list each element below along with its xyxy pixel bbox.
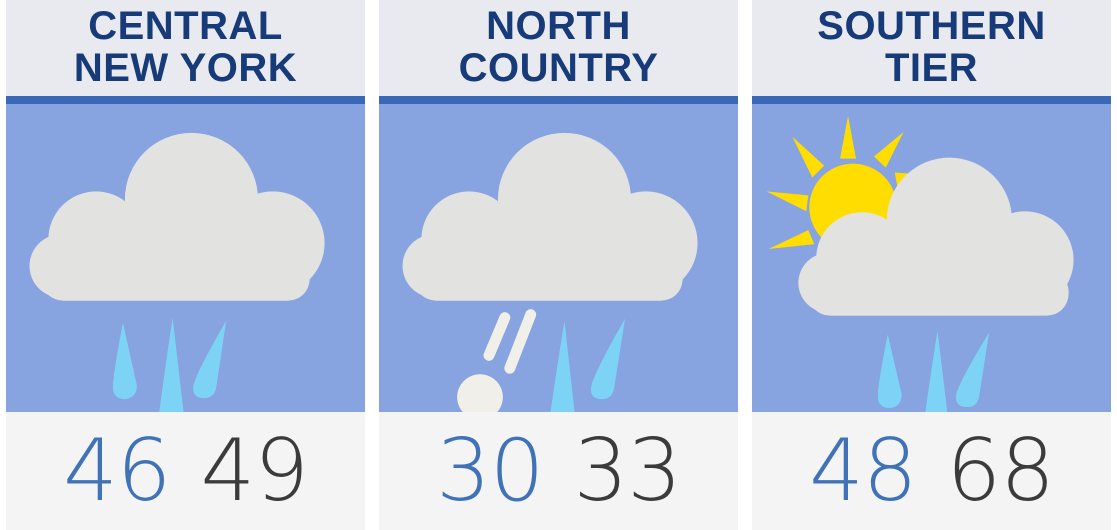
weather-icon-area bbox=[6, 104, 365, 412]
region-panel-southern-tier: SOUTHERN TIER bbox=[752, 0, 1111, 530]
header-divider-rule bbox=[752, 96, 1111, 104]
low-temperature: 30 bbox=[436, 421, 544, 521]
high-temperature: 49 bbox=[200, 421, 309, 521]
region-panel-central-new-york: CENTRAL NEW YORK bbox=[6, 0, 365, 530]
header-divider-rule bbox=[6, 96, 365, 104]
low-temperature: 48 bbox=[809, 421, 917, 521]
panel-header: CENTRAL NEW YORK bbox=[6, 0, 365, 96]
region-title-line-1: SOUTHERN bbox=[817, 4, 1046, 48]
rain-cloud-icon bbox=[6, 104, 365, 412]
region-panel-north-country: NORTH COUNTRY bbox=[379, 0, 738, 530]
temperature-strip: 46 49 bbox=[6, 412, 365, 530]
rain-and-sleet-cloud-icon bbox=[379, 104, 738, 412]
temperature-strip: 48 68 bbox=[752, 412, 1111, 530]
region-title-line-1: CENTRAL bbox=[88, 4, 283, 48]
panel-header: NORTH COUNTRY bbox=[379, 0, 738, 96]
temperature-strip: 30 33 bbox=[379, 412, 738, 530]
region-title-line-2: COUNTRY bbox=[458, 46, 659, 90]
region-title-line-2: TIER bbox=[884, 46, 979, 90]
panel-header: SOUTHERN TIER bbox=[752, 0, 1111, 96]
weather-icon-area bbox=[379, 104, 738, 412]
high-temperature: 68 bbox=[946, 421, 1055, 521]
high-temperature: 33 bbox=[573, 421, 682, 521]
weather-icon-area bbox=[752, 104, 1111, 412]
region-title-line-2: NEW YORK bbox=[73, 46, 298, 90]
header-divider-rule bbox=[379, 96, 738, 104]
region-title-line-1: NORTH bbox=[486, 4, 631, 48]
low-temperature: 46 bbox=[63, 421, 171, 521]
sun-behind-rain-cloud-icon bbox=[752, 104, 1111, 412]
